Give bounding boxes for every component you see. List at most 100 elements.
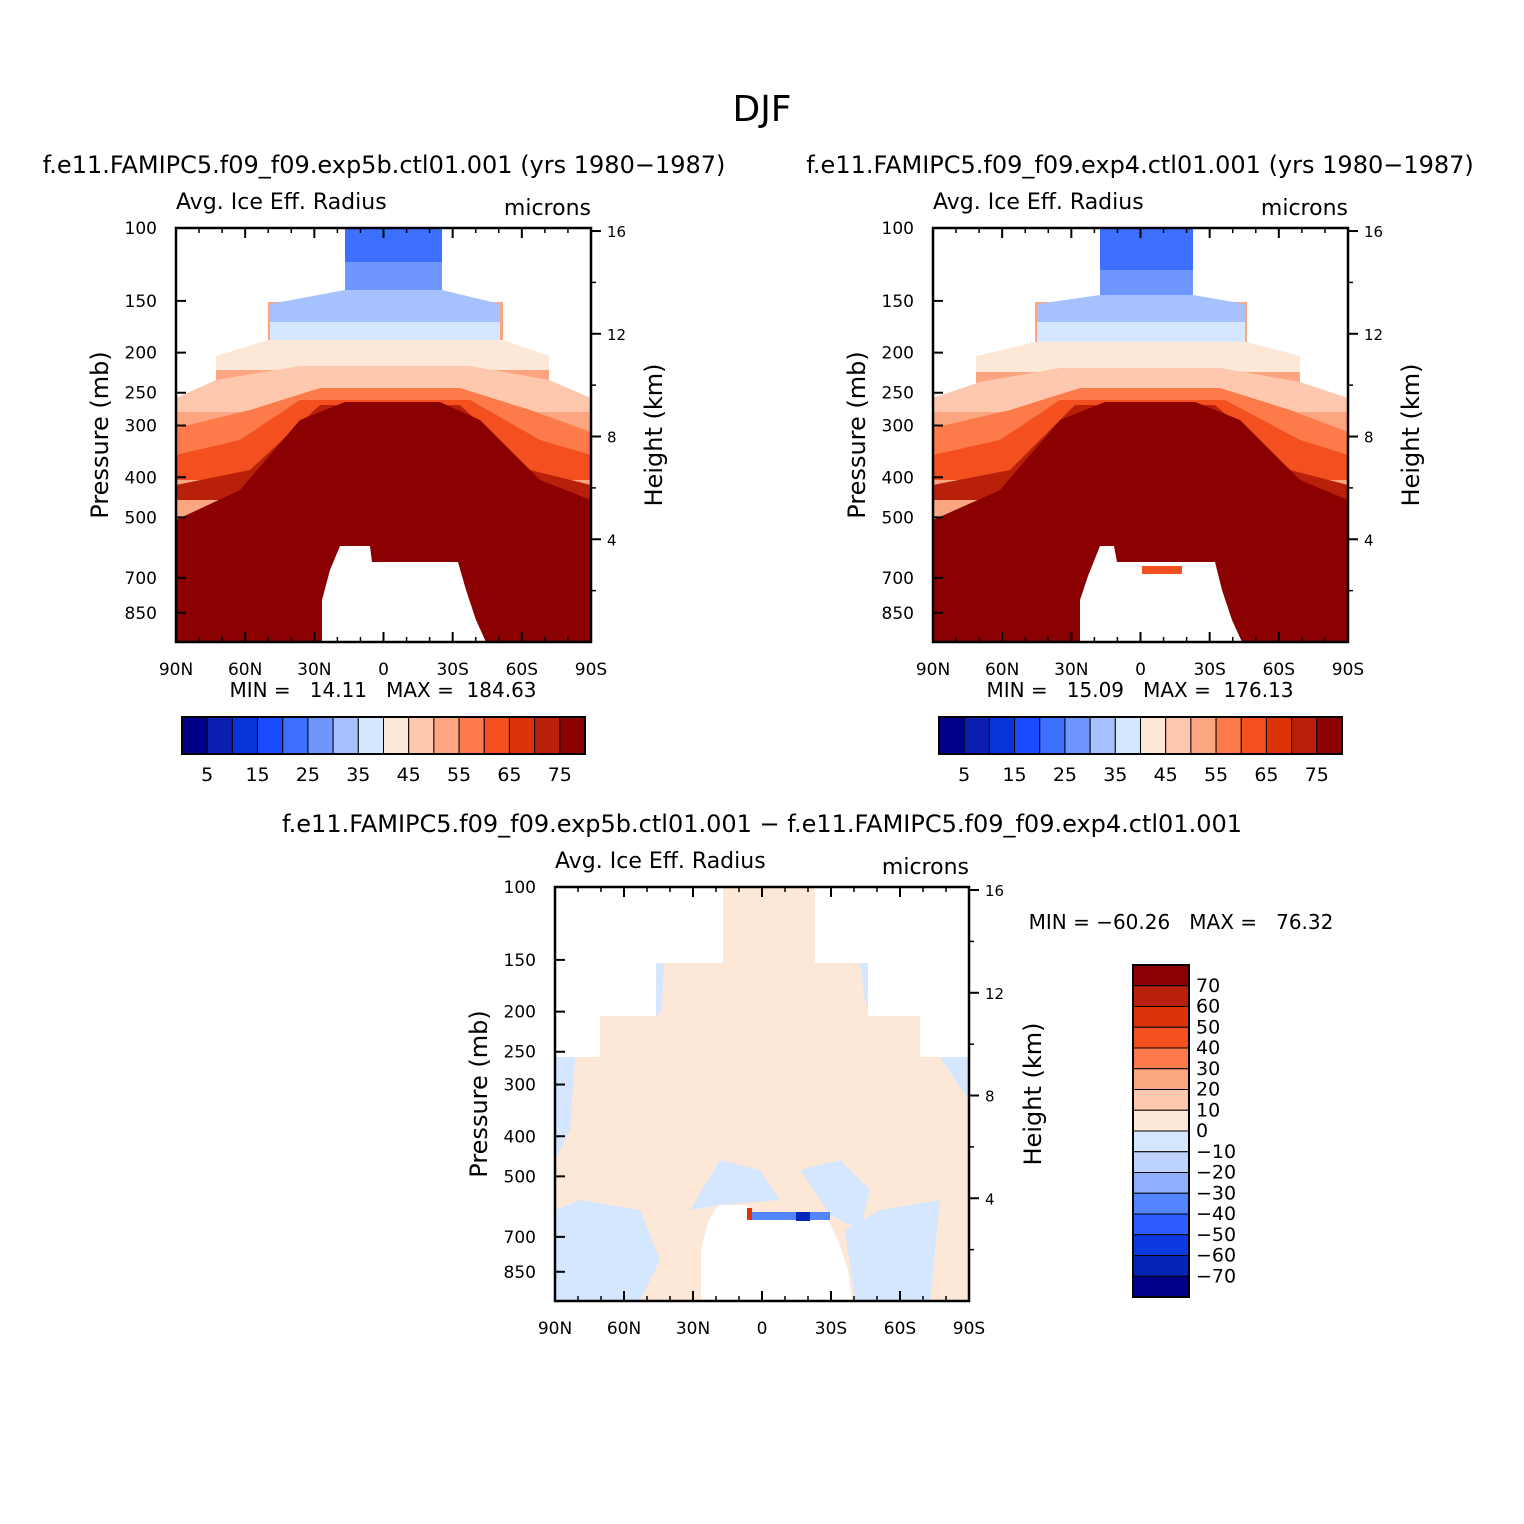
panel-2-band-light (1037, 322, 1245, 342)
colorbar-frame (1132, 964, 1190, 1298)
colorbar-label: 65 (1254, 764, 1278, 786)
panel-3-variable: Avg. Ice Eff. Radius (555, 849, 766, 874)
panel-3-units: microns (882, 855, 969, 880)
colorbar-box (1190, 716, 1217, 755)
x-tick-label: 30S (815, 1319, 847, 1339)
colorbar-box (1132, 985, 1190, 1007)
colorbar-box (1064, 716, 1091, 755)
y-tick-label: 100 (504, 878, 536, 898)
y2-tick-label: 12 (1364, 326, 1383, 344)
colorbar-label: 55 (1204, 764, 1228, 786)
x-tick-label: 30N (297, 660, 331, 680)
panel-2-band-ice-mid (1100, 270, 1193, 295)
colorbar-label: 25 (296, 764, 320, 786)
x-tick-label: 90S (575, 660, 607, 680)
colorbar-label: 45 (397, 764, 421, 786)
colorbar-box (1140, 716, 1167, 755)
figure-title: DJF (732, 89, 791, 130)
panel-3-patch-left-low (555, 1200, 660, 1301)
panel-3-patch-mid-right (800, 1160, 870, 1230)
colorbar-label: −50 (1196, 1224, 1236, 1246)
y-tick-label: 500 (125, 508, 157, 528)
y-tick-label: 300 (882, 417, 914, 437)
colorbar-label: 65 (497, 764, 521, 786)
colorbar-label: 20 (1196, 1079, 1220, 1101)
panel-1-title: f.e11.FAMIPC5.f09_f09.exp5b.ctl01.001 (y… (43, 151, 726, 179)
y-tick-label: 400 (504, 1127, 536, 1147)
y2-tick-label: 4 (607, 531, 617, 549)
panel-3-surface-edge-red (747, 1208, 752, 1220)
colorbar-box (1132, 1275, 1190, 1298)
x-tick-label: 0 (757, 1319, 768, 1339)
colorbar-label: 25 (1053, 764, 1077, 786)
colorbar-box (332, 716, 359, 755)
panel-2-stats: MIN = 15.09 MAX = 176.13 (986, 678, 1293, 702)
panel-3-surface-mask (701, 1205, 852, 1301)
colorbar-box (408, 716, 435, 755)
y-tick-label: 300 (504, 1076, 536, 1096)
x-tick-label: 90N (159, 660, 193, 680)
panel-2-surface-mask (1080, 546, 1242, 642)
colorbar-label: −20 (1196, 1162, 1236, 1184)
colorbar-box (433, 716, 460, 755)
panel-2-ylabel: Pressure (mb) (843, 351, 871, 518)
y-tick-label: 850 (882, 604, 914, 624)
panel-3: f.e11.FAMIPC5.f09_f09.exp5b.ctl01.001 − … (282, 810, 1333, 1339)
y-tick-label: 700 (504, 1228, 536, 1248)
colorbar-label: 55 (447, 764, 471, 786)
colorbar-label: 70 (1196, 975, 1220, 997)
panel-2-title: f.e11.FAMIPC5.f09_f09.exp4.ctl01.001 (yr… (806, 151, 1474, 179)
colorbar-box (534, 716, 561, 755)
panel-3-y2label: Height (km) (1019, 1023, 1047, 1166)
colorbar-label: 75 (548, 764, 572, 786)
x-tick-label: 90S (1332, 660, 1364, 680)
x-tick-label: 60N (985, 660, 1019, 680)
colorbar-box (963, 716, 990, 755)
panel-3-surface-edge-deep (796, 1212, 810, 1221)
panel-1-variable: Avg. Ice Eff. Radius (176, 190, 387, 215)
y-tick-label: 300 (125, 417, 157, 437)
colorbar-label: 45 (1154, 764, 1178, 786)
panel-1-band-core (176, 402, 591, 642)
y2-tick-label: 16 (985, 882, 1004, 900)
panel-2: f.e11.FAMIPC5.f09_f09.exp4.ctl01.001 (yr… (806, 151, 1474, 786)
panel-2-band-core (933, 402, 1348, 642)
colorbar-box (1039, 716, 1066, 755)
panel-2-band-cream (976, 342, 1300, 372)
colorbar-box (231, 716, 259, 755)
colorbar-box (181, 716, 208, 755)
panel-1: f.e11.FAMIPC5.f09_f09.exp5b.ctl01.001 (y… (43, 151, 726, 786)
x-tick-label: 60N (228, 660, 262, 680)
panel-3-patch-right-low (845, 1200, 940, 1301)
colorbar-box (1240, 716, 1267, 755)
panel-1-band-cream (216, 340, 549, 370)
colorbar-box (1132, 964, 1190, 987)
x-tick-label: 60N (607, 1319, 641, 1339)
panel-2-y2label: Height (km) (1397, 364, 1425, 507)
panel-3-patch-top-left (656, 963, 664, 1016)
panel-1-field (176, 228, 591, 642)
colorbar-box (357, 716, 384, 755)
colorbar-box (257, 716, 284, 755)
y-tick-label: 150 (125, 292, 157, 312)
panel-2-colorbar: 5 15 25 35 45 55 65 75 (938, 716, 1343, 786)
y-tick-label: 150 (504, 951, 536, 971)
panel-2-surface-edge (1142, 566, 1182, 574)
y-tick-label: 100 (882, 219, 914, 239)
panel-3-title: f.e11.FAMIPC5.f09_f09.exp5b.ctl01.001 − … (282, 810, 1242, 838)
y2-tick-label: 16 (607, 223, 626, 241)
colorbar-label: 15 (245, 764, 269, 786)
colorbar-label: 75 (1305, 764, 1329, 786)
panel-3-patch-right-top (940, 1057, 969, 1100)
colorbar-label: 5 (958, 764, 970, 786)
panel-2-units: microns (1261, 196, 1348, 221)
colorbar-box (1089, 716, 1116, 755)
colorbar-frame (181, 716, 586, 755)
colorbar-box (1165, 716, 1192, 755)
y-tick-label: 200 (125, 344, 157, 364)
y-tick-label: 150 (882, 292, 914, 312)
y-tick-label: 250 (504, 1043, 536, 1063)
panel-2-variable: Avg. Ice Eff. Radius (933, 190, 1144, 215)
